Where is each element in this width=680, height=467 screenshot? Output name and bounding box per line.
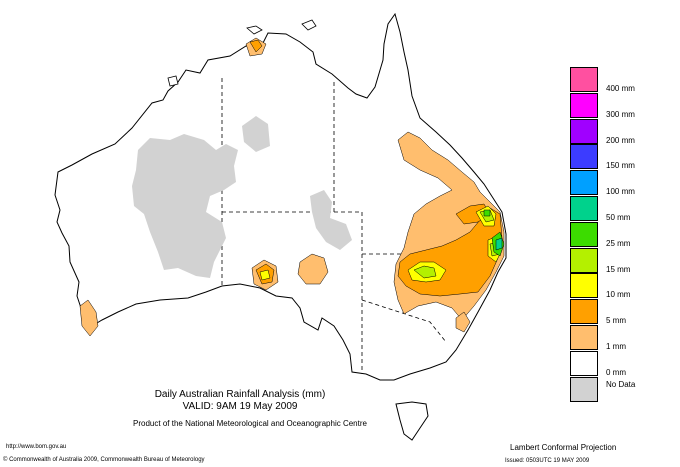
- legend-row: 1 mm: [570, 325, 670, 351]
- legend-row: 10 mm: [570, 273, 670, 300]
- legend-label: 300 mm: [606, 109, 635, 119]
- no-data-areas: [132, 116, 352, 278]
- legend-label: 400 mm: [606, 84, 635, 93]
- copyright-notice: © Commonwealth of Australia 2009, Common…: [3, 457, 205, 463]
- legend-label: 150 mm: [606, 161, 635, 171]
- legend-label: 100 mm: [606, 187, 635, 197]
- legend-row: 300 mm: [570, 92, 670, 119]
- legend-label: No Data: [606, 379, 636, 389]
- legend-row: No Data: [570, 376, 670, 402]
- legend-row: 0 mm: [570, 350, 670, 377]
- legend-label: 15 mm: [606, 264, 631, 274]
- legend-row: 100 mm: [570, 170, 670, 197]
- legend-swatch: [570, 376, 598, 402]
- legend-swatch: [570, 325, 598, 350]
- legend-row: 200 mm: [570, 118, 670, 145]
- legend-swatch: [570, 299, 598, 325]
- legend-swatch: [570, 247, 598, 273]
- valid-time: VALID: 9AM 19 May 2009: [182, 401, 298, 412]
- legend-row: 5 mm: [570, 299, 670, 326]
- issued-time: Issued: 0503UTC 19 MAY 2009: [505, 458, 590, 464]
- legend-label: 25 mm: [606, 238, 631, 248]
- tasmania: [395, 401, 429, 441]
- legend-swatch: [570, 170, 598, 196]
- state-borders: [221, 78, 447, 374]
- source-url[interactable]: http://www.bom.gov.au: [6, 444, 67, 450]
- legend-row: 400 mm: [570, 67, 670, 93]
- legend-label: 5 mm: [606, 316, 626, 326]
- legend-row: 25 mm: [570, 221, 670, 248]
- rain-50mm: [495, 237, 503, 251]
- legend-swatch: [570, 273, 598, 299]
- legend-label: 0 mm: [606, 367, 626, 377]
- legend-swatch: [570, 350, 598, 376]
- legend-row: 150 mm: [570, 144, 670, 171]
- legend-swatch: [570, 67, 598, 92]
- legend-swatch: [570, 118, 598, 144]
- legend-swatch: [570, 92, 598, 118]
- legend-label: 50 mm: [606, 213, 631, 222]
- legend-swatch: [570, 196, 598, 221]
- map-title: Daily Australian Rainfall Analysis (mm): [154, 389, 326, 400]
- legend-swatch: [570, 221, 598, 247]
- islands: [167, 19, 317, 87]
- legend-label: 200 mm: [606, 135, 635, 145]
- product-credit: Product of the National Meteorological a…: [133, 419, 367, 428]
- legend-row: 15 mm: [570, 247, 670, 274]
- legend-label: 10 mm: [606, 290, 631, 300]
- australia-mainland: [54, 12, 507, 381]
- projection-label: Lambert Conformal Projection: [510, 443, 617, 452]
- legend-label: 1 mm: [606, 342, 626, 351]
- legend-swatch: [570, 144, 598, 170]
- legend-row: 50 mm: [570, 196, 670, 222]
